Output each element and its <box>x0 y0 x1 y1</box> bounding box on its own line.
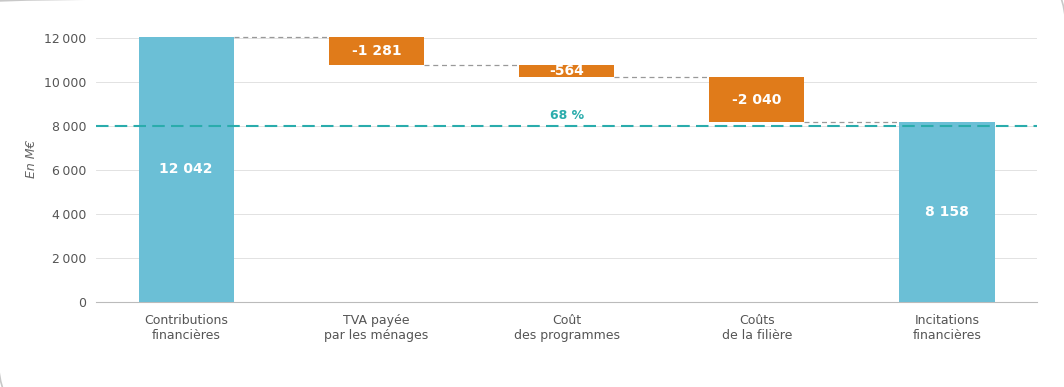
Text: -2 040: -2 040 <box>732 93 781 107</box>
Bar <box>329 37 423 65</box>
Y-axis label: En M€: En M€ <box>26 139 38 178</box>
Bar <box>899 122 995 302</box>
Text: 12 042: 12 042 <box>160 162 213 176</box>
Text: 8 158: 8 158 <box>925 205 969 219</box>
Text: -1 281: -1 281 <box>351 44 401 58</box>
Bar <box>710 77 804 122</box>
Bar <box>519 65 614 77</box>
Text: 68 %: 68 % <box>549 109 584 122</box>
Bar <box>138 37 234 302</box>
Text: -564: -564 <box>549 64 584 78</box>
